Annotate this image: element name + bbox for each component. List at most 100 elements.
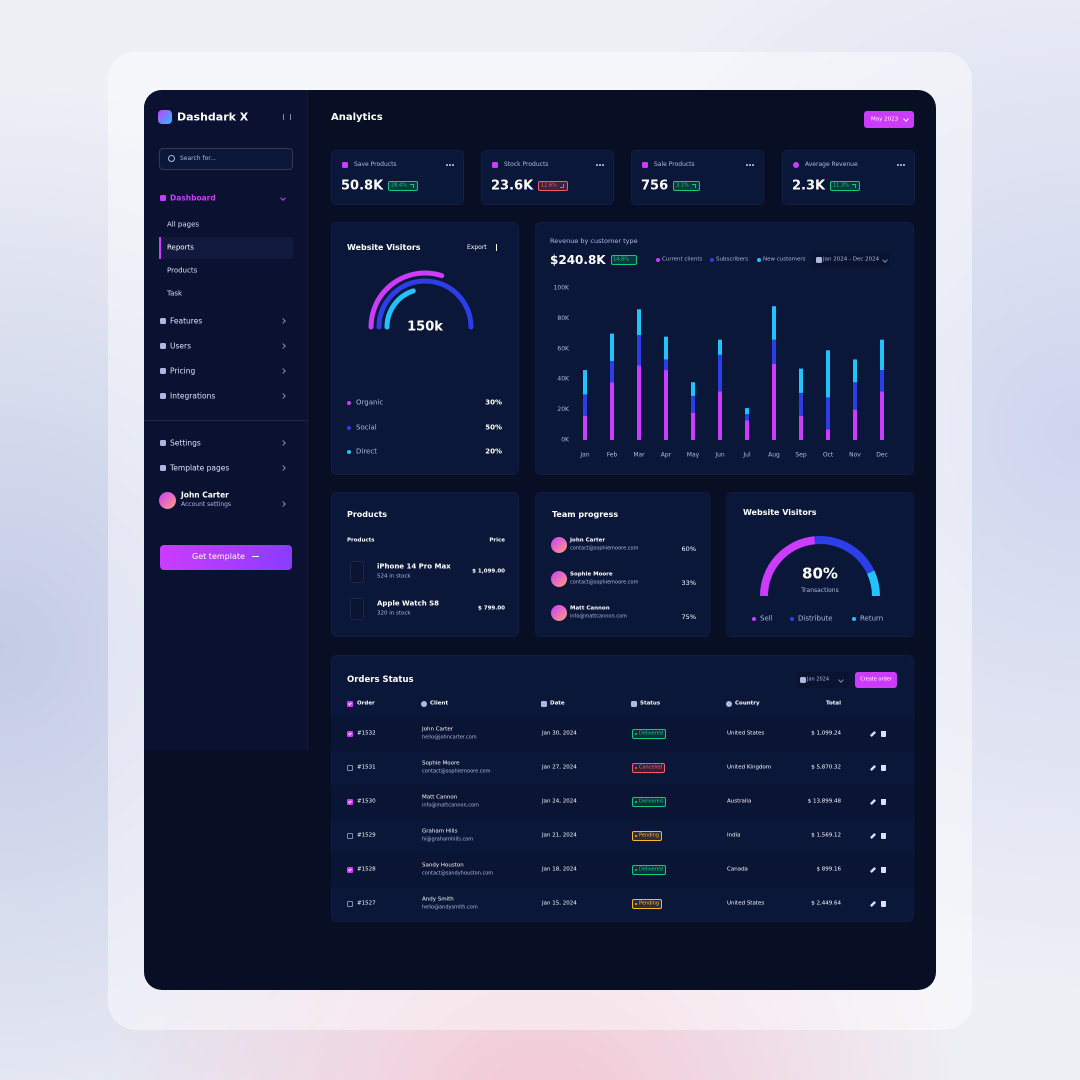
divider — [144, 420, 308, 421]
more-button[interactable] — [903, 164, 905, 166]
collapse-button[interactable] — [283, 114, 291, 120]
icon-button[interactable] — [881, 833, 886, 839]
cta-button[interactable] — [160, 545, 292, 570]
checkbox[interactable] — [347, 867, 353, 873]
country: Australia — [727, 798, 752, 805]
column-header: Price — [489, 537, 505, 544]
legend-dot — [347, 425, 351, 430]
product-name: iPhone 14 Pro Max — [377, 562, 451, 571]
checkbox[interactable] — [347, 901, 353, 907]
more-button[interactable] — [452, 164, 454, 166]
y-tick-label: 80K — [557, 315, 570, 322]
icon-button[interactable] — [881, 901, 886, 907]
member-email: info@mattcannon.com — [570, 613, 627, 620]
checkbox[interactable] — [347, 701, 353, 707]
bar-segment — [880, 339, 884, 371]
more-button[interactable] — [749, 164, 751, 166]
icon — [492, 162, 498, 168]
icon — [541, 701, 547, 707]
client-email: contact@sophiemoore.com — [422, 768, 491, 775]
change-value: 12.6% — [541, 182, 557, 189]
user-name: John Carter — [181, 490, 229, 500]
export-label: Export — [467, 244, 487, 251]
gauge-value: 80% — [802, 564, 838, 583]
client-email: hello@andysmith.com — [422, 904, 478, 911]
bar-segment — [691, 382, 695, 396]
column-header: Status — [640, 700, 661, 707]
bar-segment — [853, 359, 857, 383]
sub-nav-item[interactable]: Reports — [167, 243, 194, 252]
nav-item[interactable]: Template pages — [170, 463, 230, 473]
checkbox[interactable] — [347, 833, 353, 839]
user-subtitle: Account settings — [181, 501, 232, 508]
column-header: Order — [357, 700, 375, 707]
more-button[interactable] — [746, 164, 748, 166]
bar-segment — [772, 306, 776, 340]
y-tick-label: 20K — [557, 406, 570, 413]
checkbox[interactable] — [347, 731, 353, 737]
icon-button[interactable] — [881, 731, 886, 737]
create-order-button[interactable] — [855, 672, 897, 688]
status-dot — [635, 767, 637, 769]
column-header: Date — [550, 700, 565, 707]
more-button[interactable] — [752, 164, 754, 166]
client-name: Sandy Houston — [422, 862, 464, 869]
more-button[interactable] — [449, 164, 451, 166]
y-tick-label: 100K — [554, 285, 570, 292]
nav-item[interactable]: Features — [170, 316, 203, 326]
column-header: Client — [430, 700, 449, 707]
legend-label: Social — [356, 423, 377, 431]
icon-button[interactable] — [881, 867, 886, 873]
card — [726, 492, 914, 637]
bar-segment — [799, 392, 803, 416]
sub-nav-item[interactable]: All pages — [167, 220, 200, 229]
more-button[interactable] — [897, 164, 899, 166]
nav-item[interactable]: Pricing — [170, 366, 196, 376]
card-title: Website Visitors — [347, 243, 421, 252]
icon — [160, 195, 166, 201]
client-name: Matt Cannon — [422, 794, 458, 801]
legend-value: 30% — [485, 398, 502, 407]
search-box[interactable] — [159, 148, 293, 170]
stat-card — [782, 150, 915, 205]
status-dot — [635, 903, 637, 905]
bar-segment — [745, 408, 749, 415]
brand-logo — [158, 110, 172, 124]
icon — [160, 343, 166, 349]
status-label: Delivered — [639, 798, 663, 805]
date-button[interactable] — [864, 111, 914, 128]
more-button[interactable] — [599, 164, 601, 166]
legend-label: Subscribers — [716, 256, 749, 263]
sub-nav-item[interactable]: Task — [167, 289, 183, 298]
stat-value: 2.3K — [792, 178, 826, 194]
more-button[interactable] — [446, 164, 448, 166]
order-total: $ 5,870.32 — [811, 764, 841, 771]
nav-item[interactable]: Settings — [170, 438, 201, 448]
more-button[interactable] — [602, 164, 604, 166]
nav-item[interactable]: Integrations — [170, 391, 216, 401]
checkbox[interactable] — [347, 765, 353, 771]
checkbox[interactable] — [347, 799, 353, 805]
stat-card — [481, 150, 614, 205]
stat-value: 23.6K — [491, 178, 534, 194]
legend-value: 50% — [485, 423, 502, 431]
change-badge — [830, 181, 860, 191]
column-header: Products — [347, 537, 375, 544]
bar-segment — [637, 335, 641, 366]
date-filter-label: Jan 2024 — [807, 676, 830, 683]
status-dot — [635, 835, 637, 837]
nav-item[interactable]: Dashboard — [170, 193, 216, 203]
icon-button[interactable] — [881, 765, 886, 771]
icon-button[interactable] — [881, 799, 886, 805]
date-filter[interactable] — [812, 252, 890, 268]
order-date: Jan 18, 2024 — [542, 866, 577, 873]
more-button[interactable] — [900, 164, 902, 166]
ring-arc — [368, 270, 445, 330]
more-button[interactable] — [596, 164, 598, 166]
sub-nav-item[interactable]: Products — [167, 266, 198, 275]
date-filter[interactable] — [796, 672, 849, 688]
nav-item[interactable]: Users — [170, 341, 192, 351]
product-price: $ 799.00 — [478, 605, 505, 612]
order-total: $ 1,569.12 — [811, 832, 841, 839]
